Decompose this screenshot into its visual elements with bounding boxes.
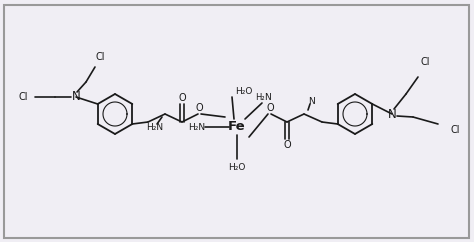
Text: Cl: Cl [95, 52, 105, 62]
Text: H₂N: H₂N [146, 122, 164, 131]
Text: O: O [195, 103, 203, 113]
Text: H₂O: H₂O [228, 162, 246, 172]
Text: N: N [264, 92, 272, 101]
Text: Cl: Cl [450, 125, 460, 135]
Text: H₂: H₂ [255, 92, 265, 101]
Text: O: O [283, 140, 291, 150]
Text: N: N [309, 97, 315, 106]
Text: N: N [388, 107, 396, 121]
FancyBboxPatch shape [4, 5, 469, 238]
Text: Cl: Cl [18, 92, 28, 102]
Text: O: O [178, 93, 186, 103]
Text: N: N [72, 91, 81, 104]
Text: Cl: Cl [420, 57, 430, 67]
Text: Fe: Fe [228, 121, 246, 134]
Text: O: O [266, 103, 274, 113]
Text: H₂N: H₂N [189, 122, 206, 131]
Text: H₂O: H₂O [235, 86, 253, 96]
